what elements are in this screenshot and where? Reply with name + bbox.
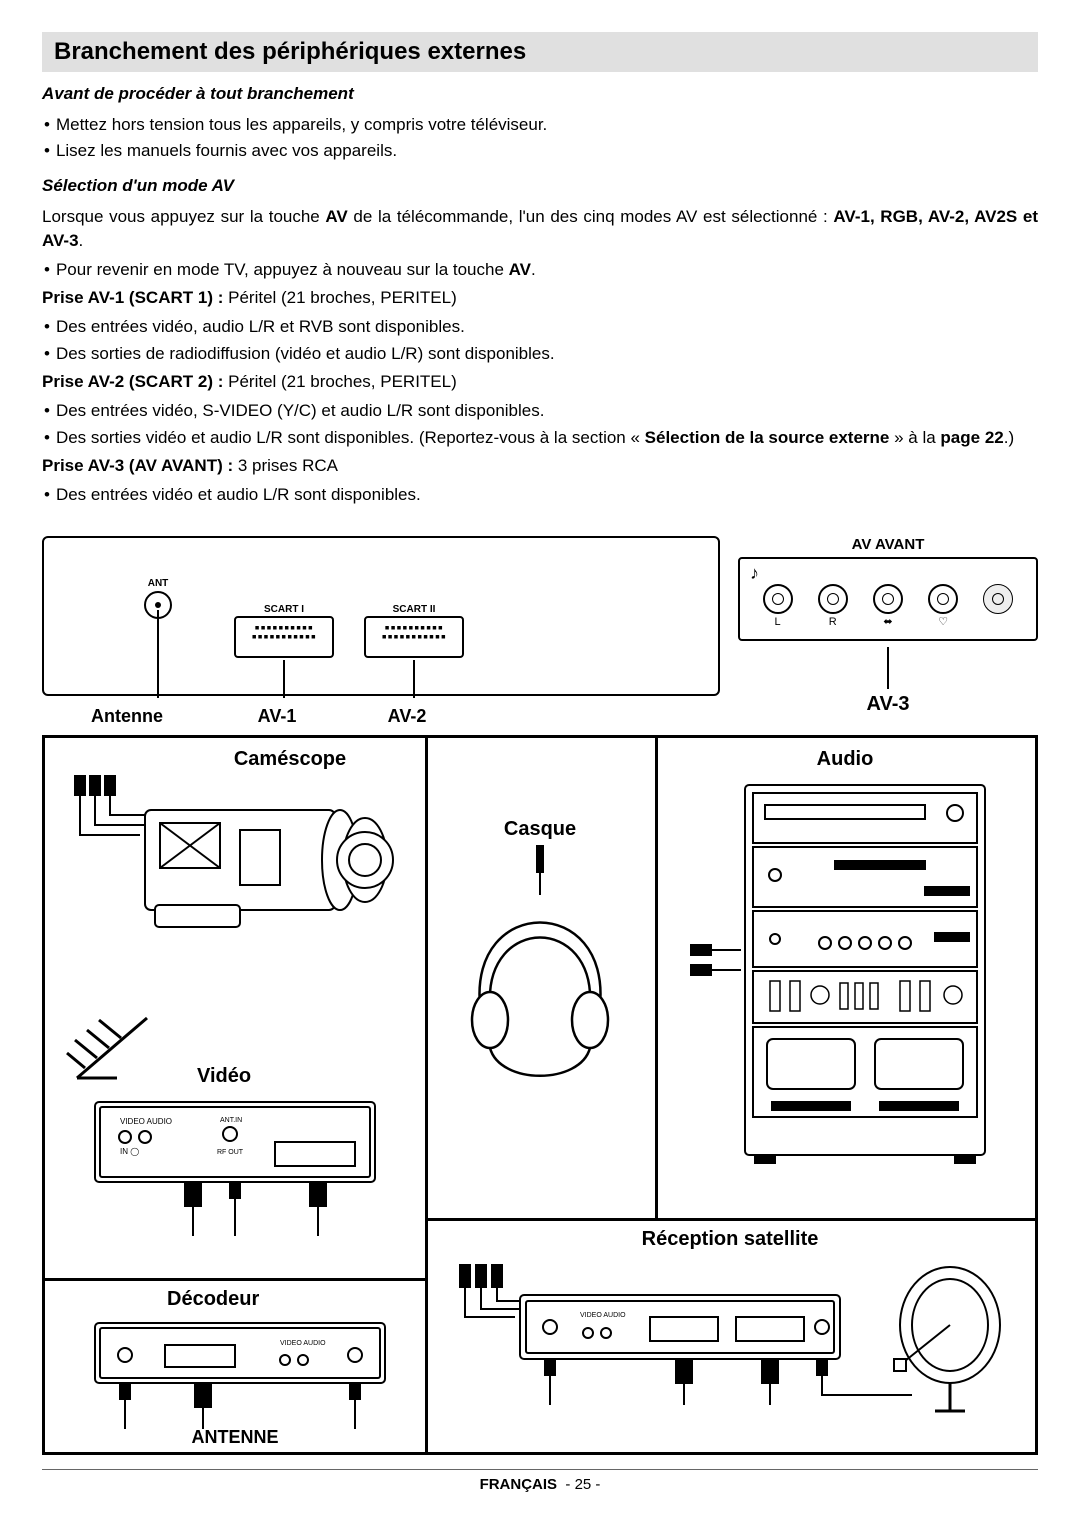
bullet-av2-last: Des sorties vidéo et audio L/R sont disp… xyxy=(42,426,1038,451)
cell-casque: Casque xyxy=(425,738,655,1218)
bullet-av3-0: Des entrées vidéo et audio L/R sont disp… xyxy=(42,483,1038,508)
svg-text:RF OUT: RF OUT xyxy=(217,1149,244,1156)
av1-line: Prise AV-1 (SCART 1) : Péritel (21 broch… xyxy=(42,286,1038,311)
av3-line: Prise AV-3 (AV AVANT) : 3 prises RCA xyxy=(42,454,1038,479)
section-mode-av: Sélection d'un mode AV Lorsque vous appu… xyxy=(42,174,1038,508)
label-antenne: Antenne xyxy=(42,706,212,727)
rear-panel: ANT SCART I ▪▪▪▪▪▪▪▪▪▪▪▪▪▪▪▪▪▪▪▪▪ SCART … xyxy=(42,536,720,696)
section-avant: Avant de procéder à tout branchement Met… xyxy=(42,82,1038,164)
svg-text:IN ◯: IN ◯ xyxy=(120,1147,139,1156)
front-av-panel: AV AVANT ♪ L R ⬌ ♡ AV-3 xyxy=(738,536,1038,716)
cell-video: Vidéo VIDEO AUDIO IN ◯ ANT.IN RF OUT xyxy=(45,998,425,1278)
antenna-icon xyxy=(57,1008,167,1088)
label-av3: AV-3 xyxy=(738,693,1038,716)
cell-audio: Audio xyxy=(655,738,1035,1218)
bullet-av2-0: Des entrées vidéo, S-VIDEO (Y/C) et audi… xyxy=(42,399,1038,424)
subhead-avant: Avant de procéder à tout branchement xyxy=(42,82,1038,107)
jack-svideo xyxy=(983,584,1013,614)
label-antenne-bottom: ANTENNE xyxy=(45,1427,425,1448)
label-av2: AV-2 xyxy=(342,706,472,727)
svg-text:VIDEO AUDIO: VIDEO AUDIO xyxy=(280,1340,326,1347)
svg-text:VIDEO AUDIO: VIDEO AUDIO xyxy=(120,1117,172,1126)
satellite-art: VIDEO AUDIO xyxy=(450,1255,1010,1425)
label-av1: AV-1 xyxy=(212,706,342,727)
scart1-port: SCART I ▪▪▪▪▪▪▪▪▪▪▪▪▪▪▪▪▪▪▪▪▪ xyxy=(234,616,334,658)
cell-camescope: Caméscope xyxy=(45,738,425,998)
subhead-mode-av: Sélection d'un mode AV xyxy=(42,174,1038,199)
rca-video: ⬌ xyxy=(873,584,903,614)
music-note-icon: ♪ xyxy=(750,563,759,584)
decoder-art: VIDEO AUDIO xyxy=(65,1315,405,1435)
cell-satellite: Réception satellite VIDEO AUDIO xyxy=(425,1218,1035,1458)
jack-headphone: ♡ xyxy=(928,584,958,614)
bullet-tv: Pour revenir en mode TV, appuyez à nouve… xyxy=(42,258,1038,283)
hifi-art xyxy=(685,775,1005,1175)
rca-l: L xyxy=(763,584,793,614)
page-title: Branchement des périphériques externes xyxy=(42,32,1038,72)
bullet-av1-1: Des sorties de radiodiffusion (vidéo et … xyxy=(42,342,1038,367)
intro-para: Lorsque vous appuyez sur la touche AV de… xyxy=(42,205,1038,254)
svg-text:ANT.IN: ANT.IN xyxy=(220,1117,242,1124)
device-grid: Caméscope xyxy=(42,735,1038,1455)
vcr-art: VIDEO AUDIO IN ◯ ANT.IN RF OUT xyxy=(65,1092,405,1242)
av2-line: Prise AV-2 (SCART 2) : Péritel (21 broch… xyxy=(42,370,1038,395)
camescope-art xyxy=(65,775,405,965)
bullet-av1-0: Des entrées vidéo, audio L/R et RVB sont… xyxy=(42,315,1038,340)
bullet-avant-1: Lisez les manuels fournis avec vos appar… xyxy=(42,139,1038,164)
connection-diagram: ANT SCART I ▪▪▪▪▪▪▪▪▪▪▪▪▪▪▪▪▪▪▪▪▪ SCART … xyxy=(42,536,1038,1455)
bullet-avant-0: Mettez hors tension tous les appareils, … xyxy=(42,113,1038,138)
footer: FRANÇAIS - 25 - xyxy=(42,1469,1038,1493)
scart2-port: SCART II ▪▪▪▪▪▪▪▪▪▪▪▪▪▪▪▪▪▪▪▪▪ xyxy=(364,616,464,658)
svg-text:VIDEO AUDIO: VIDEO AUDIO xyxy=(580,1312,626,1319)
rear-panel-labels: Antenne AV-1 AV-2 xyxy=(42,706,720,727)
rca-r: R xyxy=(818,584,848,614)
headphones-art xyxy=(440,845,640,1105)
